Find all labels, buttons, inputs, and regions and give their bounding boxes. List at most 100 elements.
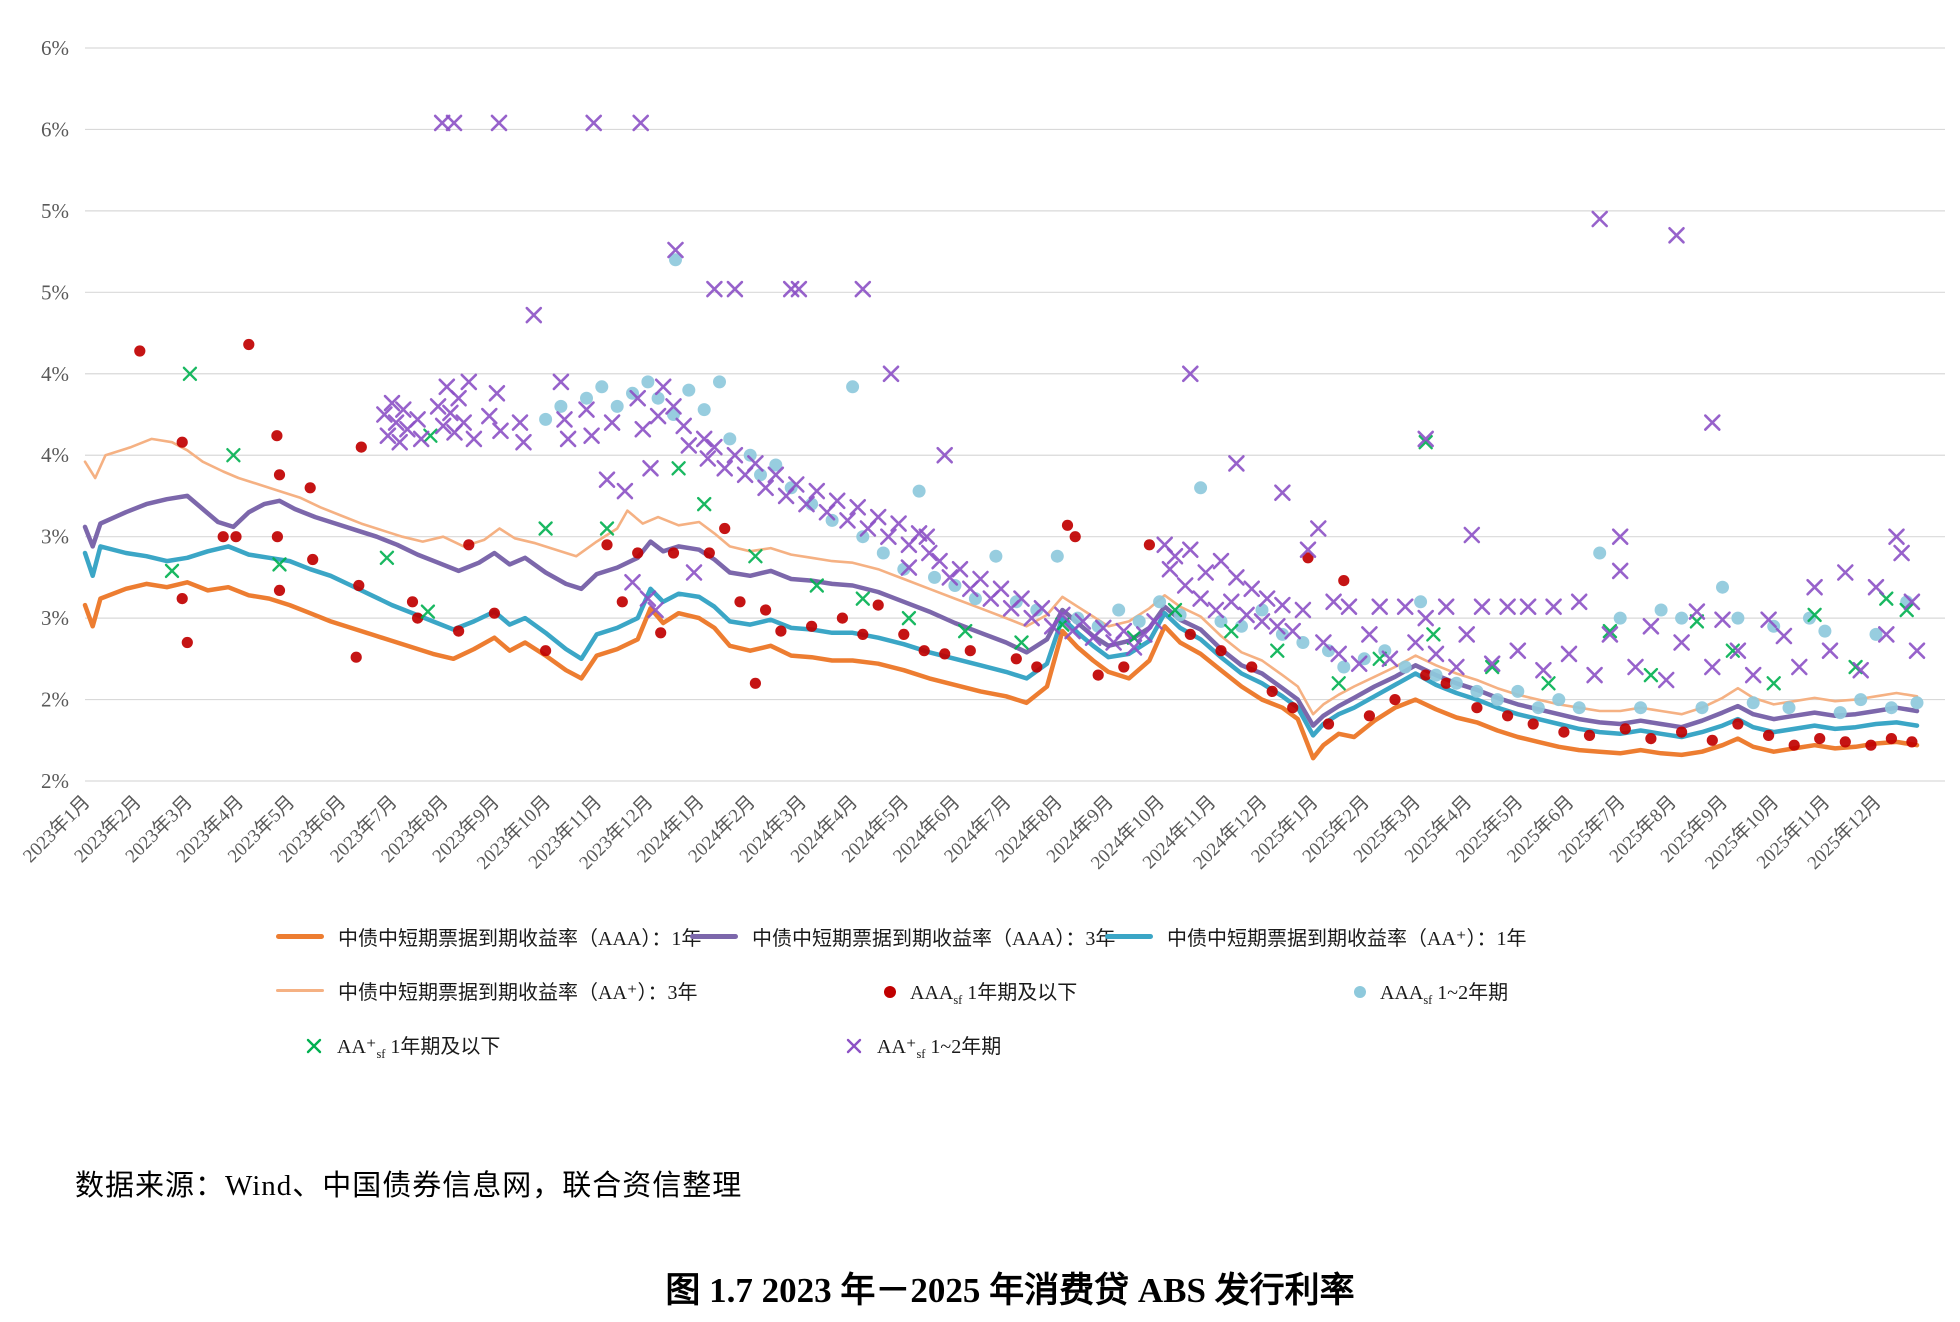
scatter-point-x: [1125, 639, 1143, 656]
scatter-point: [1818, 624, 1832, 638]
scatter-point-x: [1167, 602, 1183, 618]
scatter-point-x: [379, 427, 397, 444]
scatter-point-x: [654, 378, 672, 396]
scatter-point-x: [992, 580, 1010, 598]
scatter-point-x: [395, 401, 412, 418]
scatter-point: [872, 599, 884, 611]
scatter-point-x: [1760, 611, 1777, 628]
scatter-point: [1132, 614, 1146, 628]
scatter-point-x: [1560, 645, 1578, 663]
scatter-point-x: [1228, 569, 1245, 586]
scatter-point: [1763, 729, 1775, 742]
yield-rate-chart: 6%6%5%5%4%4%3%3%2%2%2023年1月2023年2月2023年3…: [19, 36, 1945, 874]
scatter-point: [1527, 718, 1539, 730]
scatter-point-x: [675, 417, 692, 435]
scatter-point-x: [1775, 627, 1793, 645]
scatter-point: [898, 628, 910, 641]
scatter-point: [1558, 726, 1570, 738]
scatter-point-x: [798, 495, 815, 513]
scatter-point-x: [1417, 609, 1434, 627]
scatter-aaasf-short: [134, 338, 1918, 751]
scatter-point: [304, 482, 316, 494]
scatter-point-x: [455, 414, 472, 431]
legend-aaasf-12: AAAsf 1~2年期: [1340, 976, 1508, 1008]
scatter-point-x: [1602, 623, 1618, 639]
scatter-point-x: [1417, 430, 1434, 448]
scatter-point: [667, 547, 680, 559]
scatter-point-x: [1673, 634, 1690, 651]
scatter-point: [632, 547, 644, 559]
legend-label: 中债中短期票据到期收益率（AAA）：1年: [338, 928, 702, 950]
scatter-point-x: [900, 559, 918, 576]
scatter-point-x: [391, 433, 408, 451]
scatter-point-x: [1586, 666, 1603, 684]
scatter-point-x: [869, 508, 887, 526]
scatter-point-x: [634, 420, 652, 438]
scatter-point: [1010, 653, 1022, 665]
scatter-point-x: [1899, 602, 1914, 618]
legend-dot-swatch-icon: [1354, 986, 1366, 998]
scatter-point: [1050, 549, 1064, 563]
scatter-point: [243, 338, 255, 351]
scatter-point: [1788, 739, 1800, 751]
scatter-point-x: [525, 306, 543, 324]
scatter-point: [610, 399, 624, 413]
scatter-point: [1092, 669, 1104, 681]
y-axis-tick-label: 3%: [41, 606, 69, 630]
scatter-point-x: [1095, 619, 1112, 637]
scatter-point-x: [706, 438, 723, 456]
scatter-point-x: [1136, 626, 1153, 643]
scatter-point-x: [1243, 580, 1260, 598]
scatter-point: [1746, 696, 1760, 710]
legend-label: AAAsf 1年期及以下: [910, 982, 1078, 1007]
scatter-point-x: [1274, 596, 1291, 614]
scatter-point-x: [1499, 598, 1516, 615]
scatter-point: [1511, 684, 1525, 698]
scatter-point: [989, 549, 1003, 563]
y-axis-tick-label: 6%: [41, 117, 69, 141]
scatter-point-x: [667, 241, 684, 259]
legend-aapsf-12: AA⁺sf 1~2年期: [845, 1030, 1001, 1062]
scatter-point: [355, 441, 367, 453]
scatter-point-x: [442, 404, 459, 422]
scatter-point: [1449, 676, 1463, 690]
scatter-point: [1440, 677, 1452, 689]
scatter-point: [1398, 660, 1412, 674]
scatter-point: [749, 677, 762, 689]
scatter-point: [697, 403, 711, 417]
data-source-note: 数据来源：Wind、中国债券信息网，联合资信整理: [75, 1170, 743, 1202]
scatter-point-x: [1437, 598, 1455, 615]
scatter-point-x: [809, 578, 824, 593]
scatter-point-x: [624, 574, 641, 591]
scatter-point-x: [583, 427, 600, 444]
scatter-point: [134, 345, 146, 357]
scatter-point: [1731, 611, 1745, 625]
scatter-point: [1910, 696, 1924, 710]
scatter-point-x: [412, 430, 430, 448]
scatter-point-x: [1643, 667, 1659, 683]
y-axis-tick-label: 4%: [41, 443, 69, 467]
scatter-point-x: [790, 280, 808, 298]
scatter-point-x: [1591, 210, 1608, 228]
scatter-point-x: [1807, 607, 1822, 623]
scatter-point-x: [882, 365, 900, 383]
scatter-point-x: [1331, 676, 1346, 691]
legend-dot-swatch-icon: [884, 986, 896, 998]
scatter-point: [1869, 627, 1883, 641]
scatter-point: [488, 607, 500, 619]
scatter-point-x: [450, 389, 467, 407]
scatter-point: [1389, 694, 1401, 706]
scatter-point-x: [1182, 365, 1199, 383]
scatter-point: [1071, 611, 1085, 625]
scatter-point: [1613, 611, 1627, 625]
scatter-point: [918, 645, 930, 657]
scatter-point: [1337, 660, 1351, 674]
legend-aaa-1y: 中债中短期票据到期收益率（AAA）：1年: [276, 922, 701, 951]
scatter-point-x: [1821, 642, 1839, 659]
scatter-point-x: [383, 394, 401, 412]
scatter-point: [1184, 628, 1196, 641]
scatter-point-x: [420, 604, 436, 619]
scatter-point-x: [1146, 613, 1163, 630]
scatter-point: [1302, 552, 1314, 564]
